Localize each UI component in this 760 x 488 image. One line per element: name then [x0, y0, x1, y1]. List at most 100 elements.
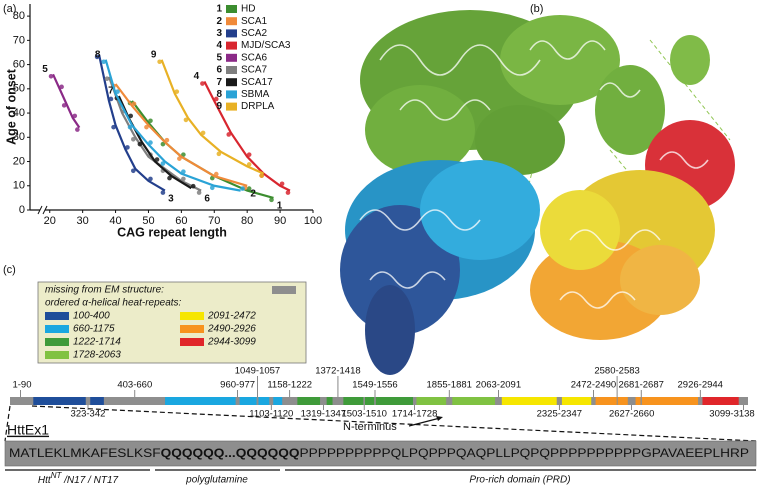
curve-number: 2 — [250, 188, 256, 199]
legend-label: DRPLA — [241, 101, 275, 112]
legend-box — [37, 281, 307, 364]
ordered-domain — [297, 397, 413, 405]
y-tick-label: 70 — [13, 34, 25, 46]
missing-segment — [446, 397, 453, 405]
data-point — [75, 127, 80, 132]
missing-label: 2926-2944 — [678, 380, 723, 391]
legend-number: 8 — [216, 89, 222, 100]
data-point — [61, 103, 67, 108]
data-point — [94, 54, 100, 60]
missing-segment — [320, 397, 327, 405]
ordered-domain — [165, 397, 287, 405]
panel-label: (c) — [3, 264, 16, 276]
sequence-box — [4, 440, 757, 467]
missing-label: 1158-1222 — [267, 380, 312, 391]
missing-segment — [556, 397, 562, 405]
structure-annotation: N-terminus — [343, 421, 397, 433]
data-point — [240, 186, 245, 191]
legend-label: 1222-1714 — [73, 337, 121, 348]
legend-swatch — [226, 90, 237, 99]
missing-segment — [256, 397, 259, 405]
legend-number: 5 — [216, 52, 222, 63]
ordered-domain — [33, 397, 104, 405]
missing-label: 3099-3138 — [709, 409, 754, 420]
missing-segment — [640, 397, 642, 405]
annotation-arrow — [408, 417, 441, 427]
missing-label: 2325-2347 — [537, 409, 582, 420]
data-point — [200, 81, 205, 86]
legend-swatch — [226, 41, 237, 50]
data-point — [196, 190, 202, 195]
data-point — [174, 89, 180, 94]
x-tick-label: 40 — [109, 215, 121, 227]
missing-label: 1372-1418 — [315, 366, 360, 377]
panel-label: (b) — [530, 3, 543, 15]
x-tick-label: 30 — [77, 215, 89, 227]
missing-label: 960-977 — [220, 380, 255, 391]
data-point — [131, 101, 137, 107]
curve-number: 4 — [194, 71, 200, 82]
missing-segment — [10, 397, 31, 405]
legend-swatch — [180, 325, 204, 333]
missing-label: 1-90 — [12, 380, 31, 391]
y-tick-label: 50 — [13, 83, 25, 95]
data-point — [259, 173, 264, 178]
missing-label: 1503-1510 — [341, 409, 386, 420]
missing-label: 1103-1120 — [249, 409, 293, 420]
axis-break — [40, 206, 45, 214]
data-point — [48, 73, 54, 79]
missing-label: 2472-2490 — [571, 380, 616, 391]
data-point — [246, 162, 252, 167]
protein-structure — [340, 10, 735, 375]
missing-segment — [235, 397, 240, 405]
legend-label: 1728-2063 — [73, 350, 121, 361]
fit-curve — [104, 59, 241, 192]
legend-label: SCA6 — [241, 52, 268, 63]
legend-label: SCA17 — [241, 77, 273, 88]
missing-label: 1319-1347 — [301, 409, 346, 420]
legend-number: 4 — [216, 40, 222, 51]
data-point — [269, 197, 274, 203]
fit-curve — [203, 81, 291, 192]
missing-label: 1855-1881 — [427, 380, 472, 391]
curve-number: 9 — [151, 49, 157, 60]
region-label: Pro-rich domain (PRD) — [469, 475, 570, 486]
data-point — [177, 156, 182, 161]
curve-number: 6 — [204, 193, 210, 204]
data-point — [127, 124, 133, 130]
missing-label: 2580-2583 — [594, 366, 639, 377]
region-label: polyglutamine — [185, 475, 248, 486]
legend-label: 2490-2926 — [207, 324, 256, 335]
missing-segment — [332, 397, 344, 405]
x-tick-label: 60 — [175, 215, 187, 227]
legend-missing-label: missing from EM structure: — [45, 285, 164, 296]
legend-number: 6 — [216, 65, 222, 76]
missing-segment — [282, 397, 298, 405]
data-point — [181, 152, 186, 157]
legend-swatch — [180, 312, 204, 320]
data-point — [111, 124, 116, 130]
y-tick-label: 80 — [13, 10, 25, 22]
curve-number: 7 — [108, 86, 114, 97]
legend-number: 1 — [216, 4, 222, 15]
missing-segment — [269, 397, 274, 405]
legend-label: 660-1175 — [73, 324, 115, 335]
data-point — [200, 130, 206, 136]
missing-segment — [363, 397, 366, 405]
curve-number: 8 — [95, 49, 101, 60]
data-point — [160, 161, 166, 166]
missing-label: 1714-1728 — [392, 409, 437, 420]
x-axis-title: CAG repeat length — [117, 225, 227, 239]
region-label: HttNT /N17 / NT17 — [38, 471, 119, 486]
fit-curve — [117, 95, 192, 190]
legend-swatch — [226, 17, 237, 26]
data-point — [108, 96, 114, 102]
y-tick-label: 60 — [13, 58, 25, 70]
fit-curve — [98, 54, 166, 192]
legend-label: SCA1 — [241, 16, 268, 27]
x-tick-label: 20 — [44, 215, 56, 227]
fit-curve — [52, 73, 81, 129]
data-point — [190, 183, 196, 189]
x-tick-label: 100 — [304, 215, 322, 227]
